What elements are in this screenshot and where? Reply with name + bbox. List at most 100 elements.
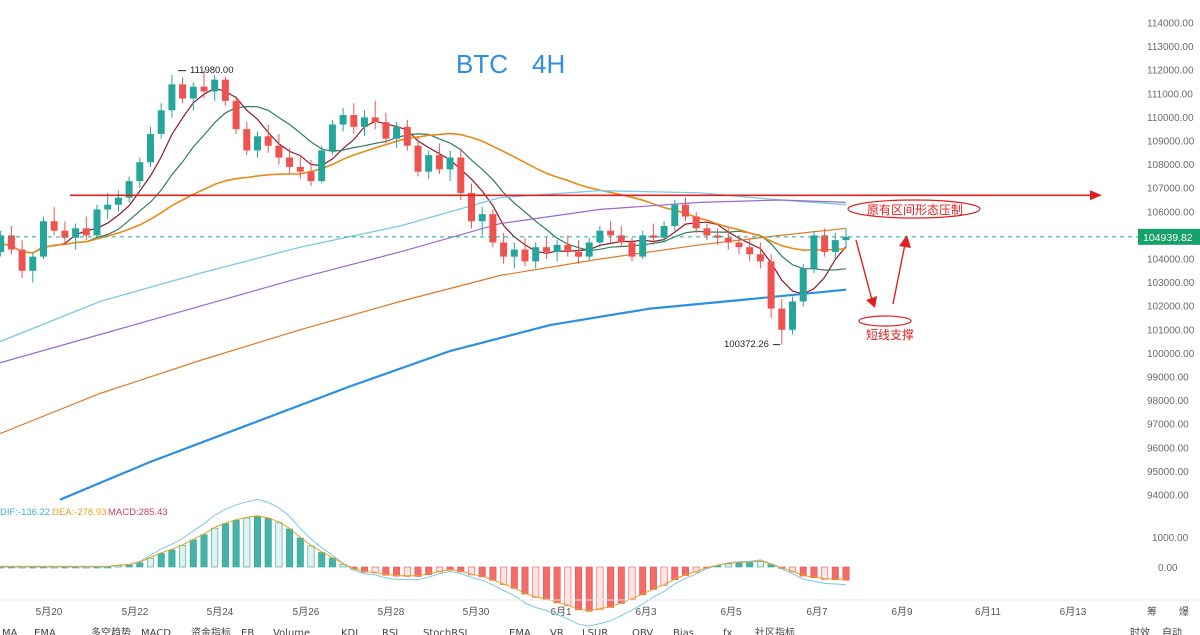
down-arrow-shaft [855, 239, 873, 301]
time-axis: 5月20 5月22 5月24 5月26 5月28 5月30 6月1 6月3 6月5 6月7 6月9 6… [36, 605, 1189, 618]
time-tick-label: 5月26 [293, 606, 320, 618]
candle-body [82, 228, 90, 236]
macd-histogram-bar [403, 566, 411, 577]
macd-histogram-bar [649, 566, 657, 590]
price-tick-label: 106000.00 [1147, 207, 1195, 218]
indicator-tab[interactable]: StochRSI [423, 628, 467, 635]
candle-body [125, 181, 133, 198]
candle-body [0, 235, 5, 252]
macd-histogram-bar [371, 566, 379, 574]
macd-histogram-bar [521, 566, 529, 595]
macd-histogram-bar [168, 549, 176, 568]
time-tick-label: 6月1 [550, 606, 572, 618]
macd-histogram-bar [671, 566, 679, 580]
candle-body [189, 86, 197, 99]
indicator-tab[interactable]: Volume [273, 628, 310, 635]
candle-body [350, 115, 358, 127]
bottom-indicator-toolbar[interactable]: MA EMA 多空趋势 MACD 资金指标 EB Volume KDJ RSI StochRSI E… [2, 626, 1182, 635]
price-tick-label: 103000.00 [1147, 278, 1195, 289]
candle-body [157, 110, 165, 134]
macd-histogram-bar [457, 566, 465, 573]
axis-extra-label: 爆 [1179, 606, 1189, 618]
indicator-tab[interactable]: MA [2, 628, 18, 635]
price-tick-label: 102000.00 [1147, 302, 1195, 313]
macd-dea-label: DEA:-278.93 [52, 507, 106, 518]
candle-body [168, 84, 176, 111]
indicator-tab[interactable]: EB [241, 628, 254, 635]
candle-body [29, 256, 37, 271]
candle-body [7, 235, 15, 250]
high-price-label: 111980.00 [190, 65, 234, 76]
indicator-tab[interactable]: LSUR [582, 628, 608, 635]
candle-body [500, 242, 508, 257]
candle-body [275, 145, 283, 158]
macd-histogram-bar [221, 523, 229, 568]
time-tick-label: 6月3 [635, 606, 657, 618]
moving-average-lines [0, 87, 847, 501]
toolbar-right-item[interactable]: 自动 [1162, 626, 1182, 635]
indicator-tab[interactable]: fx [723, 628, 733, 635]
candle-body [243, 129, 251, 151]
candle-body [18, 249, 26, 271]
macd-histogram-bar [799, 566, 807, 577]
indicator-tab[interactable]: 多空趋势 [91, 626, 131, 635]
indicator-tab[interactable]: 资金指标 [191, 626, 231, 635]
time-tick-label: 6月5 [720, 606, 742, 618]
macd-histogram-bar [157, 553, 165, 568]
indicator-tab[interactable]: RSI [382, 628, 398, 635]
macd-histogram-bar [510, 566, 518, 589]
up-arrow-head [899, 235, 911, 248]
down-arrow-head [866, 296, 877, 308]
support-annotation-ellipse [858, 315, 912, 327]
indicator-tab[interactable]: MACD [141, 628, 171, 635]
indicator-tab[interactable]: 社区指标 [755, 626, 795, 635]
candle-body [371, 117, 379, 123]
macd-histogram-bar [746, 562, 754, 568]
price-tick-label: 96000.00 [1147, 443, 1189, 454]
macd-histogram-bar [425, 566, 433, 575]
low-price-label: 100372.26 [724, 339, 769, 350]
indicator-tab[interactable]: VR [550, 628, 564, 635]
candle-body [617, 235, 625, 243]
last-price-value: 104939.82 [1143, 232, 1193, 244]
price-tick-label: 110000.00 [1147, 113, 1194, 124]
macd-histogram-bar [318, 552, 326, 568]
candle-body [478, 214, 486, 222]
macd-histogram-bar [542, 566, 550, 600]
macd-histogram-bar [414, 566, 422, 577]
candle-body [510, 249, 518, 257]
macd-histogram-bar [660, 566, 668, 586]
candle-body [296, 166, 304, 172]
indicator-tab[interactable]: EMA [34, 628, 56, 635]
macd-histogram-bar [735, 562, 743, 568]
candle-body [200, 86, 208, 92]
macd-histogram-bar [617, 566, 625, 604]
time-tick-label: 6月13 [1060, 606, 1087, 618]
last-price-tag [1138, 228, 1200, 245]
macd-panel: 1000.00 0.00 [0, 498, 1200, 627]
candle-body [596, 230, 604, 243]
candle-body [660, 225, 668, 238]
macd-histogram-bar [842, 566, 850, 581]
price-tick-label: 94000.00 [1147, 491, 1189, 502]
candle-body [328, 124, 336, 151]
macd-histogram-bar [393, 566, 401, 577]
price-tick-label: 114000.00 [1147, 19, 1194, 30]
macd-histogram-bar [286, 528, 294, 568]
macd-histogram-bar [211, 527, 219, 568]
candle-body [414, 145, 422, 172]
macd-histogram-bar [189, 539, 197, 568]
candle-body [692, 216, 700, 229]
indicator-tab[interactable]: KDJ [341, 628, 358, 635]
toolbar-right-item[interactable]: 时效 [1130, 626, 1150, 635]
macd-histogram-bar [574, 566, 582, 611]
macd-histogram-bar [724, 563, 732, 568]
indicator-tab[interactable]: EMA [509, 628, 531, 635]
price-tick-label: 97000.00 [1147, 420, 1189, 431]
candle-body [585, 242, 593, 257]
macd-histogram-bar [585, 566, 593, 612]
macd-histogram-bar [243, 517, 251, 568]
indicator-tab[interactable]: OBV [632, 628, 653, 635]
indicator-tab[interactable]: Bias [673, 628, 694, 635]
